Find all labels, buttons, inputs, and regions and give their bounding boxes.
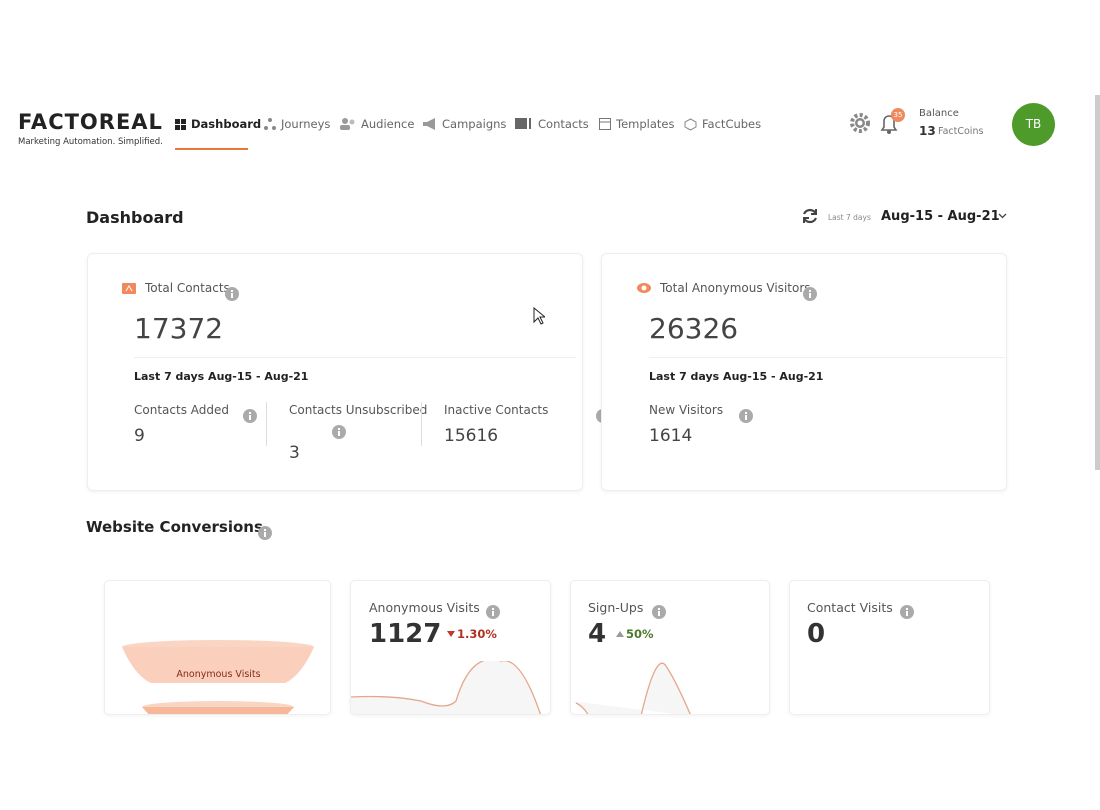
metric-value: 1127 — [369, 619, 442, 649]
contacts-icon — [122, 283, 136, 294]
stat-value: 15616 — [444, 426, 499, 446]
icon — [599, 118, 611, 130]
nav-label: Templates — [616, 117, 675, 131]
range-selector[interactable]: Aug-15 - Aug-21 — [881, 209, 1000, 224]
metric-value: 4 — [588, 619, 607, 649]
info-icon[interactable] — [652, 604, 666, 619]
divider — [649, 357, 1005, 358]
stat-value: 3 — [289, 443, 300, 463]
eye-icon — [637, 283, 651, 293]
notification-icon[interactable] — [878, 110, 904, 136]
nav-label: Dashboard — [191, 117, 262, 131]
avatar[interactable]: TB — [1012, 103, 1055, 146]
sparkline — [351, 661, 541, 714]
dropdown-caret[interactable] — [998, 213, 1007, 219]
scrollbar[interactable] — [1095, 95, 1100, 470]
balance-label: Balance — [919, 108, 959, 119]
card-title: Total Anonymous Visitors — [660, 281, 811, 295]
metric-label: Sign-Ups — [588, 600, 644, 615]
balance-amount: 13 — [919, 124, 936, 138]
stat-value: 1614 — [649, 426, 693, 446]
metric-label: Anonymous Visits — [369, 600, 480, 615]
funnel — [122, 640, 314, 714]
nav-item[interactable]: Contacts — [515, 117, 589, 131]
sparkline — [571, 662, 691, 714]
stats-card: Total Anonymous Visitors 26326 Last 7 da… — [601, 253, 1007, 491]
down-arrow — [447, 631, 455, 637]
nav-label: Audience — [361, 117, 415, 131]
stat-label: New Visitors — [649, 403, 724, 417]
nav-item[interactable]: Dashboard — [175, 117, 261, 131]
up-arrow — [616, 631, 624, 637]
tagline: Marketing Automation. Simplified. — [18, 137, 163, 147]
card-value: 26326 — [649, 312, 739, 345]
funnel-label: Anonymous Visits — [176, 669, 261, 680]
icon — [423, 118, 435, 130]
metric-change: 50% — [626, 627, 654, 641]
info-icon[interactable] — [900, 604, 914, 619]
divider — [134, 357, 576, 358]
metric-change: 1.30% — [457, 627, 497, 641]
stats-card: Total Contacts 17372 Last 7 days Aug-15 … — [87, 253, 611, 491]
info-icon[interactable] — [225, 286, 239, 301]
icon — [515, 118, 531, 129]
info-icon[interactable] — [803, 286, 817, 301]
info-icon[interactable] — [332, 424, 347, 439]
funnel-tile: Anonymous Visits — [104, 580, 331, 715]
info-icon[interactable] — [739, 408, 754, 423]
nav-item[interactable]: Templates — [599, 117, 674, 131]
stat-label: Contacts Added — [134, 403, 229, 417]
metric-label: Contact Visits — [807, 600, 893, 615]
info-icon[interactable] — [486, 604, 500, 619]
settings-icon[interactable] — [849, 112, 871, 134]
logo[interactable]: FACTOREAL — [18, 110, 163, 134]
icon — [175, 118, 186, 130]
metric-tile[interactable]: Sign-Ups 4 50% — [570, 580, 770, 715]
icon — [684, 117, 697, 131]
nav-label: FactCubes — [702, 117, 762, 131]
divider — [266, 402, 267, 446]
divider — [421, 402, 422, 446]
info-icon[interactable] — [243, 408, 258, 423]
stat-label: Contacts Unsubscribed — [289, 403, 428, 417]
active-underline — [175, 148, 248, 150]
nav-label: Contacts — [538, 117, 589, 131]
card-title: Total Contacts — [145, 281, 230, 295]
notification-badge: 35 — [891, 108, 905, 122]
icon — [340, 118, 355, 130]
section-title: Website Conversions — [86, 518, 263, 536]
nav-item[interactable]: FactCubes — [684, 117, 761, 131]
nav-label: Journeys — [281, 117, 331, 131]
nav-item[interactable]: Campaigns — [423, 117, 506, 131]
card-period: Last 7 days Aug-15 - Aug-21 — [649, 370, 824, 383]
range-label: Last 7 days — [828, 213, 871, 222]
nav-item[interactable]: Journeys — [264, 117, 330, 131]
metric-tile[interactable]: Anonymous Visits 1127 1.30% — [350, 580, 551, 715]
info-icon[interactable] — [258, 525, 272, 540]
mouse-cursor — [533, 307, 545, 325]
balance-unit: FactCoins — [938, 126, 984, 137]
card-value: 17372 — [134, 312, 224, 345]
metric-value: 0 — [807, 619, 826, 649]
page-title: Dashboard — [86, 208, 184, 227]
card-period: Last 7 days Aug-15 - Aug-21 — [134, 370, 309, 383]
metric-tile[interactable]: Contact Visits 0 — [789, 580, 990, 715]
icon — [264, 118, 276, 130]
nav-label: Campaigns — [442, 117, 507, 131]
stat-value: 9 — [134, 426, 145, 446]
refresh-icon[interactable] — [801, 207, 819, 225]
nav-item[interactable]: Audience — [340, 117, 414, 131]
stat-label: Inactive Contacts — [444, 403, 549, 417]
